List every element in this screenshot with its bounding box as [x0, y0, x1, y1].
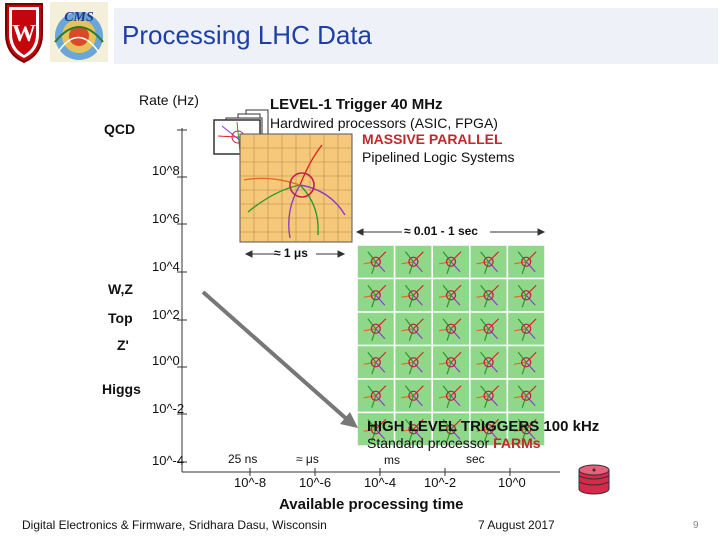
svg-text:CMS: CMS — [64, 10, 94, 25]
svg-text:W: W — [12, 21, 36, 47]
hlt-processor-cell — [393, 244, 433, 280]
level1-span-arrow — [244, 250, 346, 258]
wisconsin-crest-logo: W — [5, 3, 43, 64]
hlt-processor-cell — [469, 344, 509, 380]
y-axis-title: Rate (Hz) — [139, 92, 199, 108]
disk-stack-icon — [578, 464, 610, 495]
hlt-line: Standard processor FARMs — [367, 435, 541, 451]
process-label-qcd: QCD — [104, 121, 136, 137]
level1-line1: Hardwired processors (ASIC, FPGA) — [270, 115, 498, 131]
hlt-processor-cell — [393, 411, 433, 447]
y-tick-label: 10^0 — [152, 353, 180, 368]
cms-logo: CMS — [50, 2, 108, 62]
hlt-processor-cell — [431, 311, 471, 347]
hlt-processor-cell — [393, 277, 433, 313]
y-tick-label: 10^4 — [152, 259, 180, 274]
x-tick-label: 10^-8 — [234, 475, 267, 490]
y-tick-label: 10^6 — [152, 211, 180, 226]
footer-date: 7 August 2017 — [478, 518, 555, 532]
x-axis-ticks — [249, 468, 511, 476]
x-tick-label: 10^-6 — [299, 475, 332, 490]
y-tick-label: 10^-4 — [152, 453, 185, 468]
level1-line3: Pipelined Logic Systems — [362, 149, 515, 165]
hlt-processor-cell — [356, 277, 396, 313]
hlt-title: HIGH LEVEL TRIGGERS 100 kHz — [367, 418, 600, 435]
process-label-zprime: Z' — [117, 337, 129, 353]
hlt-processor-cell — [469, 244, 509, 280]
hlt-grid — [356, 244, 546, 447]
hlt-processor-cell — [393, 311, 433, 347]
hlt-processor-cell — [393, 344, 433, 380]
hlt-processor-cell — [506, 311, 546, 347]
time-label-sec: sec — [466, 452, 485, 466]
level1-line2: MASSIVE PARALLEL — [362, 131, 503, 147]
slide-title: Processing LHC Data — [122, 20, 372, 50]
hlt-processor-cell — [356, 244, 396, 280]
y-axis-ticks — [177, 129, 187, 463]
hlt-processor-cell — [431, 411, 471, 447]
hlt-line-prefix: Standard processor — [367, 435, 494, 451]
y-tick-label: 10^-2 — [152, 401, 185, 416]
hlt-line-highlight: FARMs — [493, 435, 541, 451]
hlt-processor-cell — [431, 344, 471, 380]
hlt-processor-cell — [506, 277, 546, 313]
hlt-span-label: ≈ 0.01 - 1 sec — [404, 224, 478, 238]
level1-span-label: ≈ 1 μs — [274, 246, 308, 260]
level1-grid — [239, 133, 353, 243]
time-label-us: ≈ μs — [296, 452, 319, 466]
y-tick-label: 10^2 — [152, 307, 180, 322]
hlt-processor-cell — [356, 378, 396, 414]
y-tick-label: 10^8 — [152, 163, 180, 178]
hlt-processor-cell — [431, 277, 471, 313]
hlt-processor-cell — [356, 344, 396, 380]
hlt-processor-cell — [506, 411, 546, 447]
footer-author: Digital Electronics & Firmware, Sridhara… — [22, 518, 327, 532]
hlt-span-arrow — [355, 228, 546, 236]
x-tick-label: 10^0 — [498, 475, 526, 490]
rate-arrow — [201, 290, 358, 428]
hlt-processor-cell — [356, 311, 396, 347]
x-tick-label: 10^-2 — [424, 475, 457, 490]
process-label-wz: W,Z — [108, 281, 133, 297]
time-label-25ns: 25 ns — [228, 452, 258, 466]
hlt-processor-cell — [356, 411, 396, 447]
hlt-processor-cell — [506, 244, 546, 280]
process-label-top: Top — [108, 310, 133, 326]
hlt-processor-cell — [469, 311, 509, 347]
hlt-processor-cell — [431, 378, 471, 414]
x-tick-label: 10^-4 — [364, 475, 397, 490]
time-label-ms: ms — [384, 453, 400, 467]
hlt-processor-cell — [431, 244, 471, 280]
hlt-processor-cell — [469, 378, 509, 414]
hlt-processor-cell — [393, 378, 433, 414]
hlt-processor-cell — [469, 411, 509, 447]
hlt-processor-cell — [469, 277, 509, 313]
hlt-processor-cell — [506, 378, 546, 414]
hlt-processor-cell — [506, 344, 546, 380]
x-axis-title: Available processing time — [279, 496, 464, 513]
level1-title: LEVEL-1 Trigger 40 MHz — [270, 96, 443, 113]
process-label-higgs: Higgs — [102, 381, 141, 397]
page-number: 9 — [693, 520, 699, 531]
title-bar — [114, 8, 718, 64]
